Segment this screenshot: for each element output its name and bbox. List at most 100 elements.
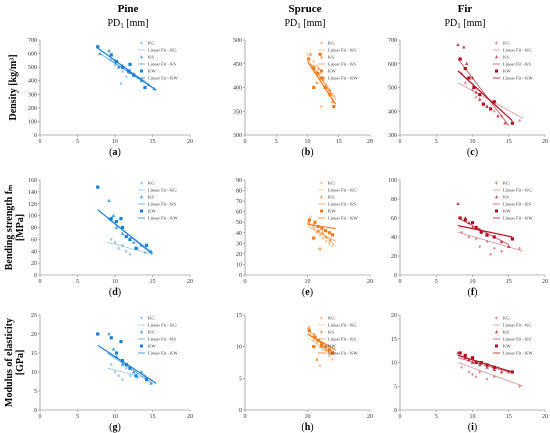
point-kw: [463, 353, 467, 357]
point-kw: [144, 378, 149, 382]
x-tick-label: 10: [305, 414, 311, 420]
legend: KG Linear Fit - KG KS Linear Fit - KS KW Line…: [138, 41, 178, 81]
point-kg: [113, 370, 117, 374]
legend-entry: KS: [503, 55, 509, 60]
row-label-2: Modulus of elasticity [GPa]: [4, 318, 26, 407]
fit-line-kw: [307, 223, 336, 230]
point-kw: [324, 229, 328, 233]
panel-label: (g): [109, 422, 121, 433]
legend-entry: KW: [148, 209, 156, 214]
y-tick-label: 70: [236, 199, 242, 205]
point-kw: [316, 224, 320, 229]
legend-entry: Linear Fit - KG: [148, 48, 177, 53]
point-kg: [478, 244, 482, 249]
point-ks: [107, 48, 111, 53]
point-ks: [311, 332, 316, 336]
point-kg: [312, 338, 316, 343]
point-kg: [124, 74, 128, 79]
legend-entry: KG: [328, 41, 335, 46]
panel-e: 0 10 20 0 10 20 30 40 50 60 70 80 90 KG Linear Fit - K…: [236, 178, 373, 298]
y-tick-label: 20: [236, 252, 242, 258]
legend-entry: KS: [328, 195, 334, 200]
point-ks: [477, 97, 482, 101]
legend-entry: Linear Fit - KS: [328, 62, 356, 67]
point-ks: [462, 45, 466, 49]
point-ks: [485, 365, 489, 369]
x-tick-label: 10: [112, 414, 118, 420]
x-tick-label: 15: [150, 139, 156, 145]
point-kg: [315, 64, 319, 68]
legend-entry: Linear Fit - KW: [328, 216, 358, 221]
point-ks: [506, 370, 511, 374]
row-label-0: Density [kg/m³]: [8, 54, 19, 120]
legend-entry: KG: [148, 316, 155, 321]
legend-entry: Linear Fit - KW: [148, 351, 178, 356]
legend: KG Linear Fit - KG KS Linear Fit - KS KW Line…: [493, 41, 533, 81]
point-ks: [499, 239, 504, 244]
x-tick-label: 0: [39, 414, 42, 420]
point-ks: [470, 76, 475, 80]
y-tick-label: 400: [233, 86, 242, 92]
point-ks: [306, 325, 311, 330]
point-kw: [324, 345, 328, 349]
point-kw: [313, 335, 317, 339]
point-kw: [307, 57, 311, 61]
panel-label: (a): [109, 147, 121, 158]
x-tick-label: 0: [399, 139, 402, 145]
legend: KG Linear Fit - KG KS Linear Fit - KS KW Line…: [493, 181, 533, 221]
legend-entry: Linear Fit - KW: [503, 216, 533, 221]
point-kg: [306, 52, 309, 57]
x-tick-label: 0: [244, 139, 247, 145]
legend-entry: Linear Fit - KS: [503, 62, 531, 67]
point-kw: [332, 104, 336, 109]
y-tick-label: 300: [233, 133, 242, 139]
point-kg: [474, 95, 478, 99]
svg-text:[GPa]: [GPa]: [15, 350, 26, 376]
point-kw: [492, 365, 496, 369]
legend-entry: Linear Fit - KS: [148, 62, 176, 67]
point-kw: [132, 73, 136, 77]
x-tick-label: 20: [367, 414, 373, 420]
y-tick-label: 10: [236, 345, 242, 351]
point-ks: [116, 65, 121, 69]
fit-line-kg: [457, 231, 524, 252]
y-tick-label: 5: [394, 384, 397, 390]
legend-entry: KW: [148, 69, 156, 74]
point-kg: [478, 370, 482, 374]
point-kg: [485, 377, 489, 381]
legend-entry: KW: [503, 209, 511, 214]
point-kw: [126, 69, 131, 73]
y-tick-label: 100: [28, 119, 37, 125]
point-kw: [109, 216, 113, 221]
x-tick-label: 20: [367, 139, 373, 145]
point-kw: [312, 345, 316, 349]
x-tick-label: 10: [112, 139, 118, 145]
panel-label: (f): [467, 287, 477, 298]
point-ks: [111, 213, 116, 218]
point-kg: [467, 235, 471, 239]
y-tick-label: 300: [388, 133, 397, 139]
panel-label: (d): [109, 287, 121, 298]
y-tick-label: 50: [236, 220, 242, 226]
panel-label: (c): [467, 147, 478, 158]
point-kw: [492, 100, 496, 104]
point-kg: [474, 237, 478, 241]
point-kg: [471, 88, 474, 92]
point-kw: [307, 329, 311, 333]
x-tick-label: 15: [506, 139, 512, 145]
point-kw: [120, 65, 125, 69]
y-tick-label: 400: [388, 109, 397, 115]
point-kw: [479, 360, 483, 365]
point-kw: [109, 336, 113, 340]
point-kw: [120, 359, 125, 363]
y-tick-label: 500: [233, 38, 242, 44]
legend-entry: KS: [503, 195, 509, 200]
y-tick-label: 350: [233, 109, 242, 115]
point-kw: [114, 219, 119, 224]
point-kw: [458, 351, 462, 355]
point-kw: [489, 107, 493, 111]
y-tick-label: 10: [391, 361, 397, 367]
point-kg: [143, 250, 147, 255]
point-kw: [458, 57, 462, 61]
